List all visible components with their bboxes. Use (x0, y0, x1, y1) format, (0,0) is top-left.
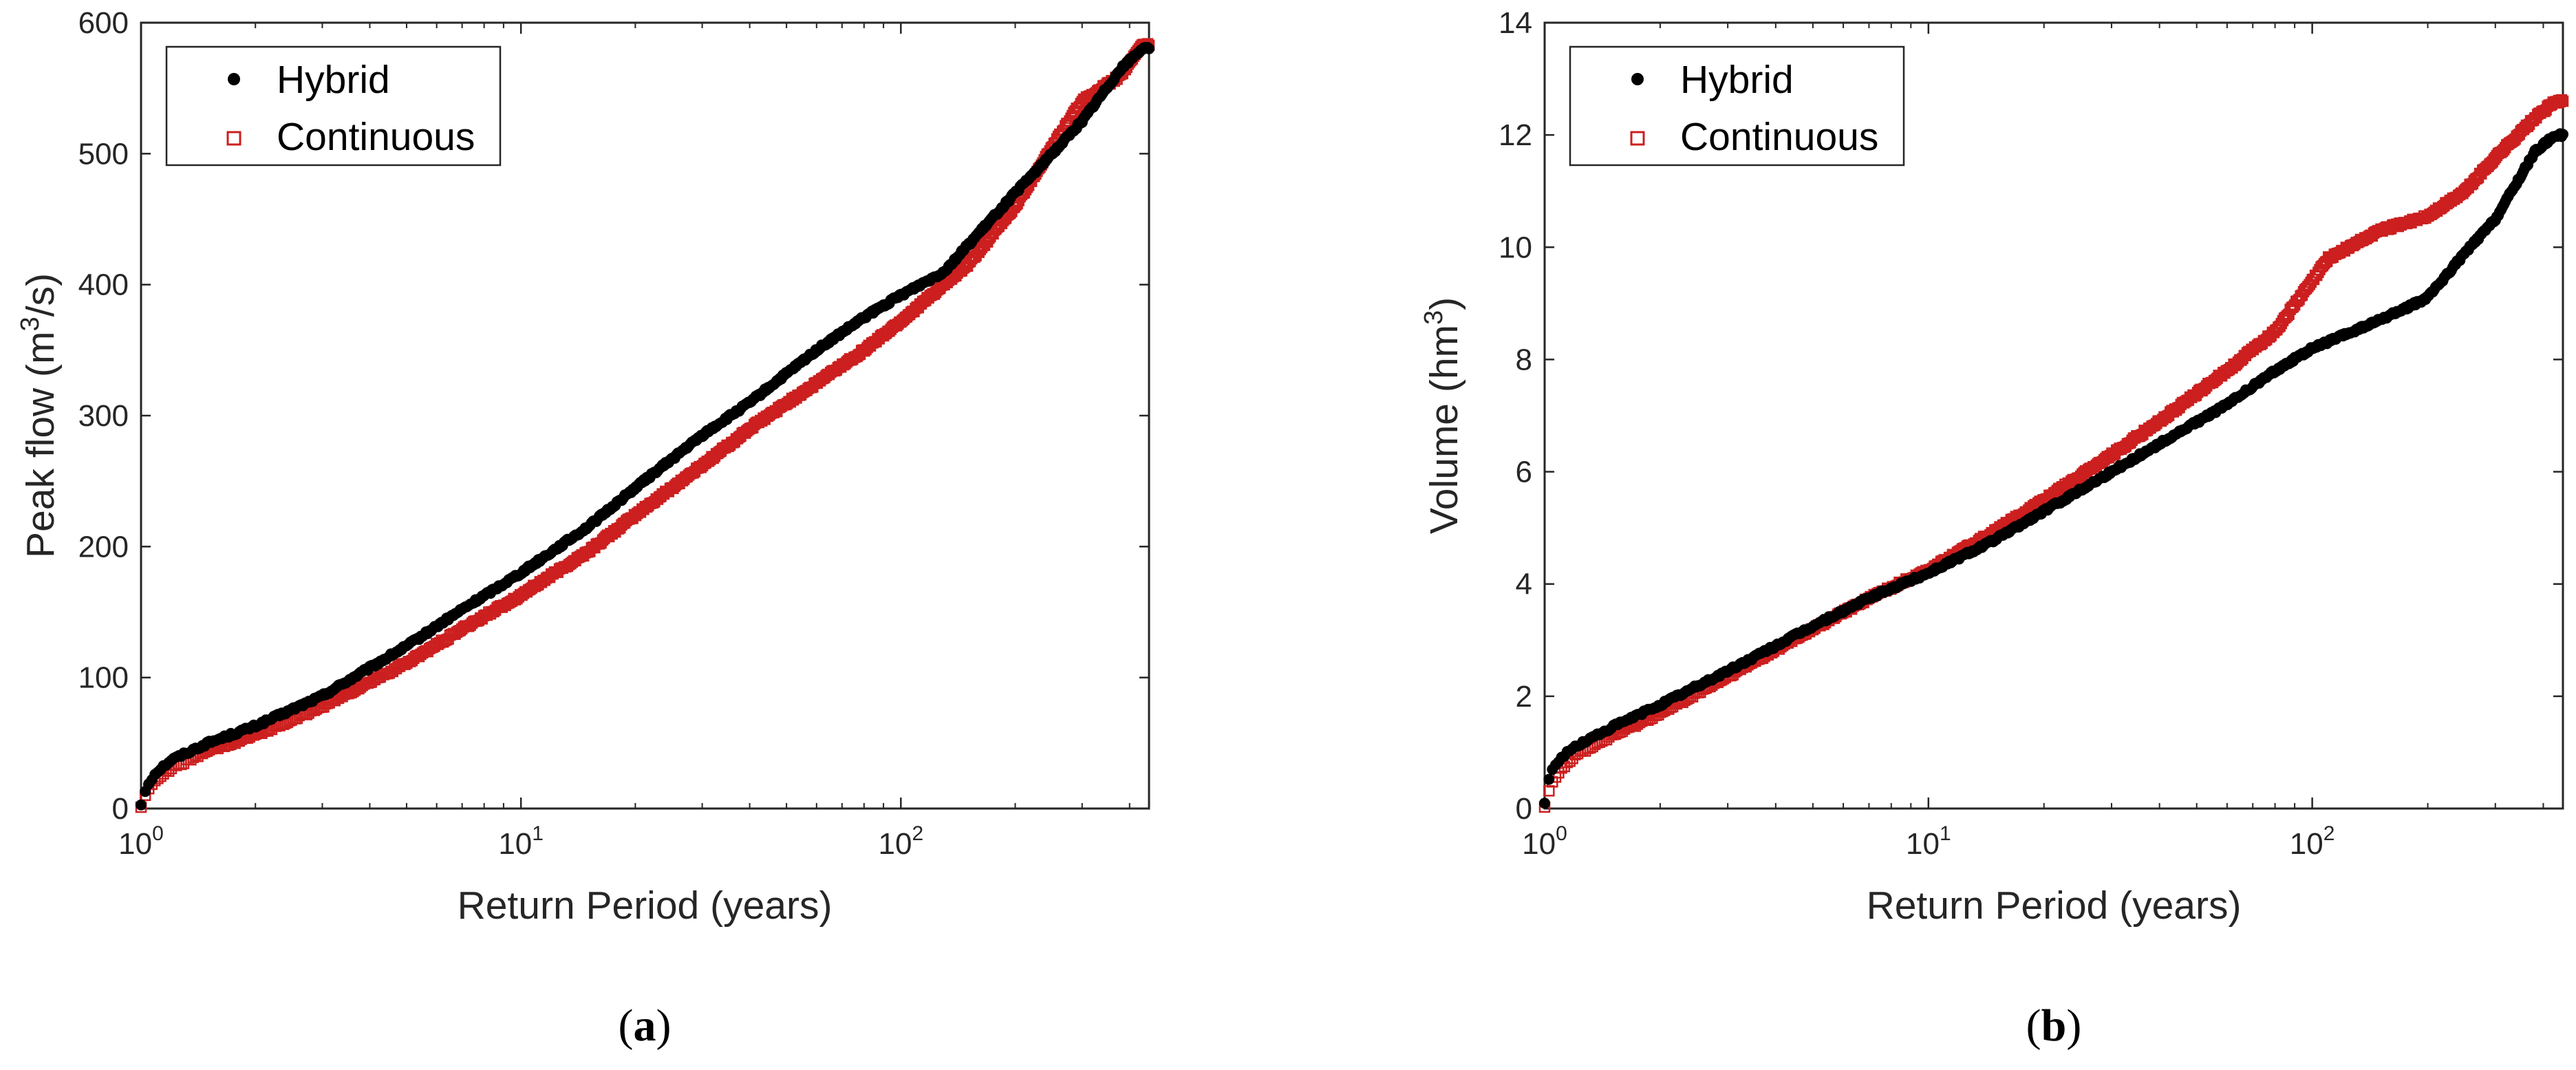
y-tick-label-a: 600 (78, 6, 129, 40)
caption-b-letter: b (2041, 1001, 2067, 1051)
data-points-a (135, 38, 1155, 813)
y-tick-label-a: 300 (78, 399, 129, 433)
x-tick-label-b: 100 (1522, 822, 1567, 861)
legend-a: Hybrid Continuous (165, 45, 502, 167)
y-tick-label-b: 12 (1499, 118, 1532, 152)
legend-marker-continuous-b (1630, 131, 1645, 146)
y-tick-label-a: 100 (78, 661, 129, 695)
y-axis-label-b: Volume (hm3) (1419, 297, 1466, 534)
legend-label-hybrid-a: Hybrid (277, 58, 390, 102)
data-point-continuous-b (2555, 94, 2568, 106)
y-ticks-b: 0 2 4 6 8 10 12 14 (1499, 6, 2563, 826)
y-ticks-a: 0 100 200 300 400 500 600 (78, 6, 1149, 826)
legend-box-b (1569, 45, 1905, 167)
y-tick-label-a: 200 (78, 530, 129, 564)
data-point-hybrid-b (1543, 773, 1555, 785)
data-point-hybrid-b (1539, 798, 1550, 809)
y-axis-label-b-prefix: Volume (hm (1422, 325, 1466, 534)
x-ticks-b: 100 101 102 (1522, 23, 2544, 861)
x-axis-label-a: Return Period (years) (458, 884, 833, 928)
legend-box-a (165, 45, 502, 167)
y-axis-label-b-sup: 3 (1419, 310, 1448, 325)
data-point-hybrid-b (2557, 129, 2568, 140)
legend-label-continuous-b: Continuous (1680, 115, 1878, 159)
x-tick-label-b: 101 (1906, 822, 1951, 861)
y-axis-label-b-suffix: ) (1422, 297, 1466, 310)
x-axis-label-b: Return Period (years) (1867, 884, 2242, 928)
legend-label-hybrid-b: Hybrid (1680, 58, 1794, 102)
y-tick-label-a: 0 (112, 792, 129, 826)
y-tick-label-b: 6 (1516, 456, 1532, 489)
caption-a-letter: a (634, 1001, 656, 1051)
y-tick-label-b: 10 (1499, 231, 1532, 264)
data-point-hybrid-a (136, 799, 147, 811)
y-tick-label-b: 0 (1516, 792, 1532, 826)
y-tick-label-b: 8 (1516, 343, 1532, 376)
y-axis-label-a-suffix: /s) (19, 273, 63, 317)
data-point-hybrid-a (1144, 43, 1155, 54)
x-ticks-a: 100 101 102 (118, 23, 1130, 861)
y-axis-label-a-sup: 3 (16, 317, 45, 331)
y-axis-label-a-prefix: Peak flow (m (19, 332, 63, 558)
legend-marker-hybrid-b (1631, 73, 1644, 85)
x-tick-label-a: 102 (879, 822, 924, 861)
x-tick-label-a: 100 (118, 822, 164, 861)
y-tick-label-b: 14 (1499, 6, 1532, 40)
legend-b: Hybrid Continuous (1569, 45, 1905, 167)
x-tick-label-b: 102 (2290, 822, 2335, 861)
data-point-continuous-b (2557, 95, 2569, 107)
legend-marker-continuous-a (226, 131, 242, 146)
y-tick-label-b: 4 (1516, 568, 1532, 601)
legend-label-continuous-a: Continuous (277, 115, 475, 159)
x-tick-label-a: 101 (498, 822, 544, 861)
legend-marker-hybrid-a (228, 73, 240, 85)
y-tick-label-b: 2 (1516, 680, 1532, 714)
caption-a: (a) (619, 1001, 672, 1051)
data-points-b (1538, 94, 2569, 813)
caption-b: (b) (2026, 1001, 2082, 1051)
y-axis-label-a: Peak flow (m3/s) (16, 273, 63, 558)
y-tick-label-a: 500 (78, 137, 129, 171)
y-tick-label-a: 400 (78, 268, 129, 302)
